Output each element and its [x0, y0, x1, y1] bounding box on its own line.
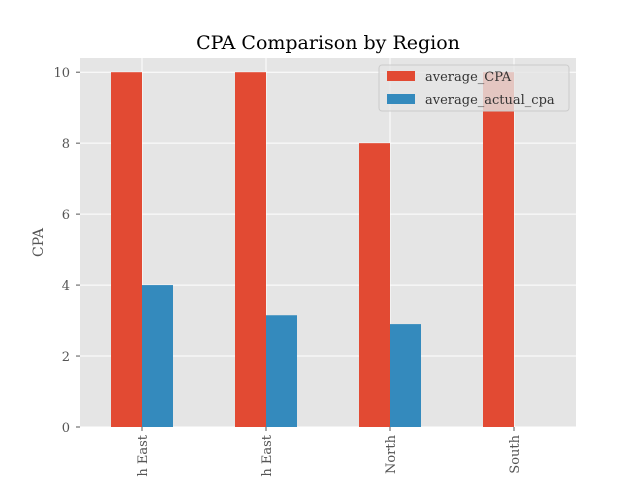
chart-title: CPA Comparison by Region [196, 32, 460, 54]
legend-swatch [387, 94, 415, 104]
legend: average_CPA average_actual_cpa [378, 64, 570, 112]
legend-swatch [387, 71, 415, 81]
x-tick-label: h East [260, 434, 275, 476]
bar-average_CPA-1 [235, 72, 266, 427]
bar-average_actual_cpa-0 [142, 285, 173, 427]
x-tick-label: h East [136, 434, 151, 476]
y-tick-label: 6 [62, 208, 70, 223]
x-tick-label: North [384, 434, 399, 474]
y-tick-label: 4 [62, 279, 70, 294]
legend-label: average_actual_cpa [425, 93, 555, 108]
legend-box [378, 64, 570, 112]
x-axis: h East h East North South [136, 427, 523, 477]
bar-average_CPA-0 [111, 72, 142, 427]
bars [111, 72, 514, 427]
y-axis-label: CPA [31, 227, 47, 257]
bar-average_CPA-3 [483, 72, 514, 427]
y-axis: 0 2 4 6 8 10 [53, 66, 80, 436]
y-tick-label: 0 [62, 421, 70, 436]
y-tick-label: 2 [62, 350, 70, 365]
y-tick-label: 8 [62, 137, 70, 152]
bar-average_actual_cpa-1 [266, 315, 297, 427]
x-tick-label: South [508, 434, 523, 473]
bar-average_CPA-2 [359, 143, 390, 427]
legend-label: average_CPA [425, 70, 512, 85]
bar-average_actual_cpa-2 [390, 324, 421, 427]
y-tick-label: 10 [53, 66, 70, 81]
